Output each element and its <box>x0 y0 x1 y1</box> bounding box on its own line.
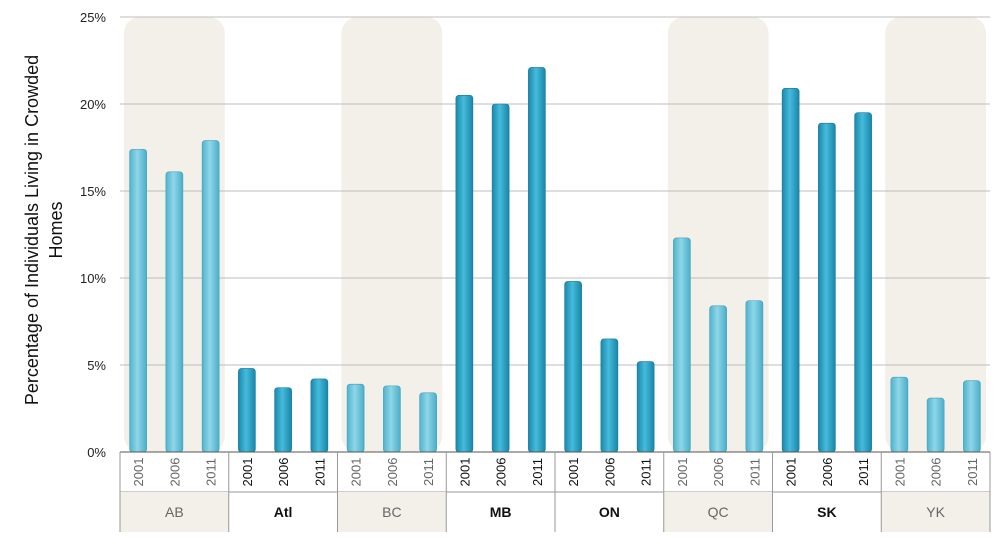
group-label-cell <box>120 492 229 532</box>
group-label-atl: Atl <box>274 504 293 520</box>
x-tick-label: 2001 <box>457 458 472 487</box>
group-label-mb: MB <box>490 504 512 520</box>
x-tick-label: 2011 <box>856 458 871 486</box>
bar-qc-2001 <box>673 237 691 453</box>
bar-sk-2006 <box>818 122 836 453</box>
x-tick-label: 2006 <box>276 458 291 487</box>
x-tick-label: 2011 <box>312 458 327 486</box>
bar-ab-2011 <box>201 140 220 453</box>
group-label-cell <box>663 492 773 532</box>
group-label-on: ON <box>599 504 620 520</box>
bar-atl-2011 <box>310 378 329 453</box>
x-tick-label: 2006 <box>494 458 509 487</box>
bar-on-2011 <box>636 361 655 453</box>
group-band-bc <box>341 17 443 452</box>
bar-atl-2006 <box>274 387 292 453</box>
x-tick-label: 2006 <box>602 458 617 487</box>
y-tick-label: 0% <box>87 445 106 460</box>
group-label-cell <box>337 492 447 532</box>
bar-qc-2011 <box>745 300 764 453</box>
x-tick-label: 2001 <box>892 458 907 487</box>
x-tick-label: 2011 <box>965 458 980 486</box>
x-tick-label: 2001 <box>566 458 581 487</box>
y-tick-label: 10% <box>80 271 106 286</box>
x-tick-label: 2011 <box>204 458 219 486</box>
x-tick-label: 2011 <box>530 458 545 486</box>
bar-on-2001 <box>564 281 582 453</box>
y-tick-label: 15% <box>80 184 106 199</box>
bar-qc-2006 <box>709 305 727 453</box>
x-tick-label: 2001 <box>240 458 255 487</box>
x-tick-label: 2011 <box>421 458 436 486</box>
group-band-qc <box>667 17 769 452</box>
x-tick-label: 2001 <box>675 458 690 487</box>
bar-bc-2001 <box>346 383 365 453</box>
x-tick-label: 2006 <box>385 458 400 487</box>
x-tick-label: 2011 <box>639 458 654 486</box>
bar-ab-2006 <box>165 171 184 453</box>
bar-on-2006 <box>600 338 619 453</box>
bar-yk-2006 <box>926 397 945 453</box>
x-tick-label: 2011 <box>747 458 762 486</box>
x-tick-label: 2006 <box>711 458 726 487</box>
y-axis-label-line-1: Percentage of Individuals Living in Crow… <box>22 55 42 405</box>
bar-bc-2011 <box>419 392 437 453</box>
y-tick-label: 25% <box>80 10 106 25</box>
group-label-sk: SK <box>817 504 836 520</box>
x-tick-label: 2001 <box>349 458 364 487</box>
bar-yk-2011 <box>963 380 981 453</box>
group-label-bc: BC <box>382 504 401 520</box>
bar-mb-2006 <box>491 103 510 453</box>
bar-ab-2001 <box>129 148 147 453</box>
bar-sk-2001 <box>781 88 800 453</box>
bar-mb-2011 <box>528 67 546 453</box>
bar-yk-2001 <box>890 376 909 453</box>
group-band-yk <box>885 17 986 452</box>
x-tick-label: 2006 <box>929 458 944 487</box>
bar-atl-2001 <box>238 368 256 453</box>
bar-mb-2001 <box>455 95 474 453</box>
x-tick-label: 2006 <box>820 458 835 487</box>
x-tick-label: 2001 <box>784 458 799 487</box>
group-label-ab: AB <box>165 504 184 520</box>
y-axis-label: Percentage of Individuals Living in Crow… <box>22 55 66 405</box>
group-label-yk: YK <box>926 504 945 520</box>
bar-sk-2011 <box>854 112 872 453</box>
x-tick-label: 2001 <box>131 458 146 487</box>
y-axis-label-line-2: Homes <box>46 201 66 258</box>
y-tick-label: 20% <box>80 97 106 112</box>
group-label-cell <box>881 492 990 532</box>
group-label-qc: QC <box>708 504 729 520</box>
x-tick-label: 2006 <box>167 458 182 487</box>
bar-bc-2006 <box>383 385 401 453</box>
y-tick-label: 5% <box>87 358 106 373</box>
